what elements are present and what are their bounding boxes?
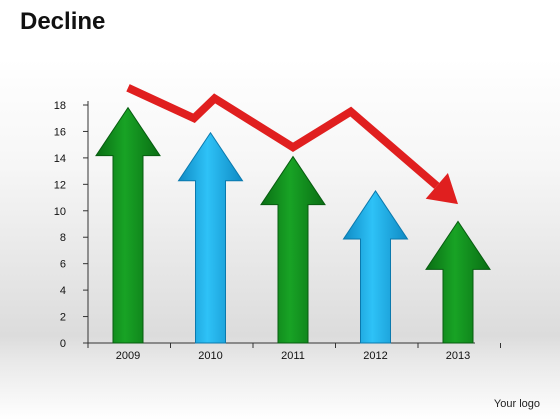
y-tick-label: 4: [60, 285, 66, 297]
y-tick-label: 10: [54, 206, 66, 218]
trend-arrowhead: [425, 173, 458, 205]
y-tick-label: 14: [54, 153, 66, 165]
y-tick-label: 8: [60, 232, 66, 244]
y-tick-label: 12: [54, 179, 66, 191]
arrow-bar-2012: [342, 190, 409, 344]
y-tick-label: 18: [54, 100, 66, 112]
y-tick-label: 2: [60, 312, 66, 324]
trend-line: [126, 84, 440, 189]
y-tick-label: 6: [60, 259, 66, 271]
arrow-bar-2011: [260, 155, 326, 344]
y-tick-label: 16: [54, 126, 66, 138]
x-tick-label: 2010: [198, 350, 222, 362]
labels-layer: 0 2 4 6 8 10 12 14 16 18 2009 2010 2011 2012 2013: [54, 100, 470, 362]
arrow-bar-2013: [425, 220, 491, 344]
trend-layer: [126, 84, 458, 205]
x-tick-label: 2012: [363, 350, 387, 362]
y-tick-label: 0: [60, 338, 66, 350]
x-tick-label: 2011: [281, 350, 305, 362]
arrow-bar-2009: [95, 106, 161, 344]
bars-layer: [95, 106, 491, 344]
arrow-bar-2010: [177, 131, 244, 344]
page-title: Decline: [20, 8, 106, 35]
x-tick-label: 2013: [446, 350, 470, 362]
logo-text: Your logo: [493, 398, 540, 410]
x-tick-label: 2009: [116, 350, 140, 362]
